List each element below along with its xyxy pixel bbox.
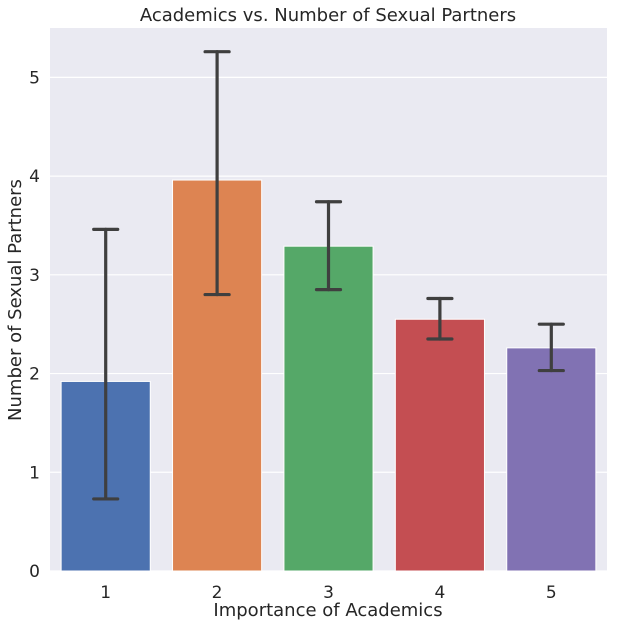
x-tick-label: 2 [212,583,223,603]
error-bars [92,50,565,501]
y-tick-label: 1 [29,463,40,483]
x-tick-labels: 1 2 3 4 5 [100,583,556,603]
y-tick-label: 2 [29,365,40,385]
error-bar-1 [92,227,120,501]
y-tick-labels: 0 1 2 3 4 5 [29,68,40,582]
x-tick-label: 5 [546,583,557,603]
y-tick-label: 4 [29,167,40,187]
bar-3 [283,245,374,572]
error-bar-5 [537,322,565,373]
error-bar-2 [203,50,231,297]
y-tick-label: 3 [29,266,40,286]
chart-title: Academics vs. Number of Sexual Partners [140,5,516,26]
y-tick-label: 0 [29,562,40,582]
error-bar-4 [426,296,454,341]
bar-4 [394,318,485,572]
x-tick-label: 3 [323,583,334,603]
y-axis-label: Number of Sexual Partners [5,179,26,421]
x-tick-label: 1 [100,583,111,603]
bar-5 [506,347,597,572]
error-bar-3 [314,200,343,292]
x-axis-label: Importance of Academics [213,600,442,621]
y-tick-label: 5 [29,68,40,88]
x-tick-label: 4 [434,583,445,603]
